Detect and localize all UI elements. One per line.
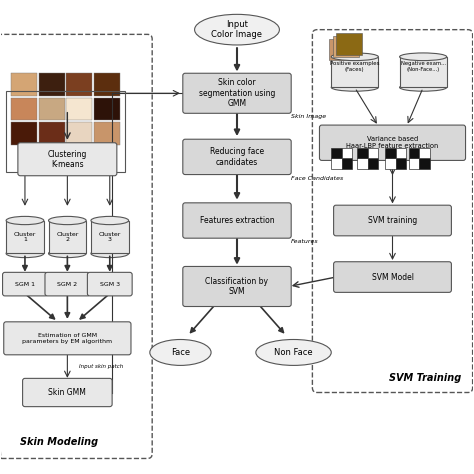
Text: Cluster
2: Cluster 2 (56, 232, 79, 242)
Bar (419, 148, 430, 158)
FancyBboxPatch shape (319, 125, 465, 160)
Text: Cluster
1: Cluster 1 (14, 232, 36, 242)
Bar (357, 158, 367, 169)
Bar (38, 73, 64, 96)
Ellipse shape (6, 217, 44, 225)
Bar (396, 158, 406, 169)
FancyBboxPatch shape (2, 273, 47, 296)
Ellipse shape (6, 249, 44, 257)
Bar (385, 158, 396, 169)
Bar (329, 39, 355, 60)
Text: SGM 3: SGM 3 (100, 282, 120, 287)
FancyBboxPatch shape (183, 73, 291, 113)
Bar (331, 158, 342, 169)
Bar (94, 122, 120, 145)
Bar (94, 73, 120, 96)
Bar (409, 158, 419, 169)
Bar (385, 148, 396, 158)
Ellipse shape (150, 339, 211, 365)
Bar (342, 158, 352, 169)
FancyBboxPatch shape (331, 57, 378, 87)
Bar (66, 98, 92, 120)
Text: Negative exam...
(Non-Face...): Negative exam... (Non-Face...) (401, 61, 446, 72)
Bar (66, 122, 92, 145)
Ellipse shape (48, 217, 86, 225)
FancyBboxPatch shape (45, 273, 90, 296)
Text: SVM training: SVM training (368, 216, 417, 225)
Bar (94, 98, 120, 120)
FancyBboxPatch shape (183, 139, 291, 174)
Bar (11, 122, 36, 145)
Ellipse shape (331, 83, 378, 91)
Ellipse shape (91, 217, 128, 225)
FancyBboxPatch shape (6, 220, 44, 254)
FancyBboxPatch shape (400, 57, 447, 87)
Text: Face Candidates: Face Candidates (291, 175, 344, 181)
Text: Cluster
3: Cluster 3 (99, 232, 121, 242)
FancyBboxPatch shape (183, 203, 291, 238)
Text: Skin Modeling: Skin Modeling (20, 437, 99, 447)
Text: Skin color
segmentation using
GMM: Skin color segmentation using GMM (199, 78, 275, 108)
FancyBboxPatch shape (18, 143, 117, 176)
Text: Positive examples
(Faces): Positive examples (Faces) (330, 61, 380, 72)
FancyBboxPatch shape (334, 205, 451, 236)
Text: Skin Image: Skin Image (291, 114, 326, 119)
Bar (38, 122, 64, 145)
Text: SGM 1: SGM 1 (15, 282, 35, 287)
Bar (409, 148, 419, 158)
Ellipse shape (195, 14, 279, 45)
Text: Features: Features (291, 239, 319, 244)
Bar (367, 148, 378, 158)
Text: Face: Face (171, 348, 190, 357)
Text: Reducing face
candidates: Reducing face candidates (210, 147, 264, 166)
Text: Classification by
SVM: Classification by SVM (206, 277, 268, 296)
Text: Clustering
K-means: Clustering K-means (48, 150, 87, 169)
Ellipse shape (400, 83, 447, 91)
Bar (66, 73, 92, 96)
FancyBboxPatch shape (334, 262, 451, 292)
Ellipse shape (48, 249, 86, 257)
Bar (367, 158, 378, 169)
Ellipse shape (91, 249, 128, 257)
Text: SGM 2: SGM 2 (57, 282, 77, 287)
Text: Features extraction: Features extraction (200, 216, 274, 225)
Bar (333, 36, 358, 57)
Text: Input
Color Image: Input Color Image (211, 20, 263, 39)
Text: Skin GMM: Skin GMM (48, 388, 86, 397)
Bar (342, 148, 352, 158)
Text: SVM Training: SVM Training (389, 373, 462, 383)
FancyBboxPatch shape (48, 220, 86, 254)
Bar (396, 148, 406, 158)
Bar (38, 98, 64, 120)
Bar (11, 73, 36, 96)
FancyBboxPatch shape (91, 220, 128, 254)
Text: Input skin patch: Input skin patch (79, 364, 123, 369)
Bar (419, 158, 430, 169)
Ellipse shape (256, 339, 331, 365)
Bar (331, 148, 342, 158)
Text: Variance based
Haar-LBP feature extraction: Variance based Haar-LBP feature extracti… (346, 136, 438, 149)
FancyBboxPatch shape (23, 378, 112, 407)
Ellipse shape (331, 53, 378, 61)
Text: Estimation of GMM
parameters by EM algorithm: Estimation of GMM parameters by EM algor… (22, 333, 112, 344)
FancyBboxPatch shape (183, 266, 291, 307)
FancyBboxPatch shape (4, 322, 131, 355)
FancyBboxPatch shape (87, 273, 132, 296)
Ellipse shape (400, 53, 447, 61)
Bar (337, 34, 362, 55)
Bar (357, 148, 367, 158)
Bar (11, 98, 36, 120)
Text: SVM Model: SVM Model (372, 273, 413, 282)
Text: Non Face: Non Face (274, 348, 313, 357)
